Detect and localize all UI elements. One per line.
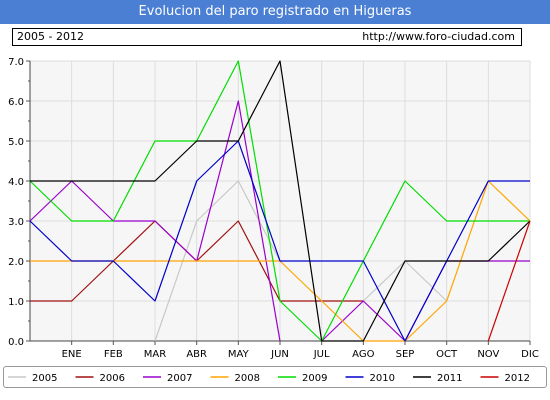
series-line-2009 (29, 60, 530, 342)
x-tick-label: JUN (270, 349, 289, 360)
x-tick-label: FEB (104, 349, 123, 360)
legend-box (3, 366, 547, 388)
x-tick-label: ABR (186, 349, 207, 360)
legend-label-2010: 2010 (370, 373, 395, 384)
y-tick-label: 6.0 (8, 97, 24, 108)
y-tick-label: 1.0 (8, 297, 24, 308)
x-tick-label: ENE (62, 349, 82, 360)
x-tick-label: SEP (396, 349, 415, 360)
website-link[interactable]: http://www.foro-ciudad.com (362, 30, 515, 43)
x-tick-label: JUL (313, 349, 330, 360)
x-tick-label: NOV (477, 349, 499, 360)
y-tick-label: 3.0 (8, 217, 24, 228)
legend-label-2012: 2012 (505, 373, 530, 384)
legend-label-2008: 2008 (235, 373, 260, 384)
period-label: 2005 - 2012 (17, 30, 84, 43)
x-tick-label: MAR (144, 349, 166, 360)
info-bar: 2005 - 2012 http://www.foro-ciudad.com (12, 28, 522, 46)
legend-label-2009: 2009 (302, 373, 327, 384)
x-tick-label: AGO (352, 349, 374, 360)
y-tick-label: 4.0 (8, 177, 24, 188)
y-tick-label: 7.0 (8, 57, 24, 68)
y-tick-label: 5.0 (8, 137, 24, 148)
legend-label-2011: 2011 (437, 373, 462, 384)
y-tick-label: 0.0 (8, 337, 24, 348)
x-tick-label: MAY (228, 349, 250, 360)
x-tick-label: OCT (436, 349, 458, 360)
legend-label-2005: 2005 (32, 373, 57, 384)
legend-label-2006: 2006 (100, 373, 125, 384)
x-tick-label: DIC (521, 349, 539, 360)
chart-title: Evolucion del paro registrado en Higuera… (0, 0, 550, 24)
legend-label-2007: 2007 (167, 373, 192, 384)
series-line-2011 (30, 60, 531, 342)
y-tick-label: 2.0 (8, 257, 24, 268)
series-line-2012 (487, 220, 531, 342)
